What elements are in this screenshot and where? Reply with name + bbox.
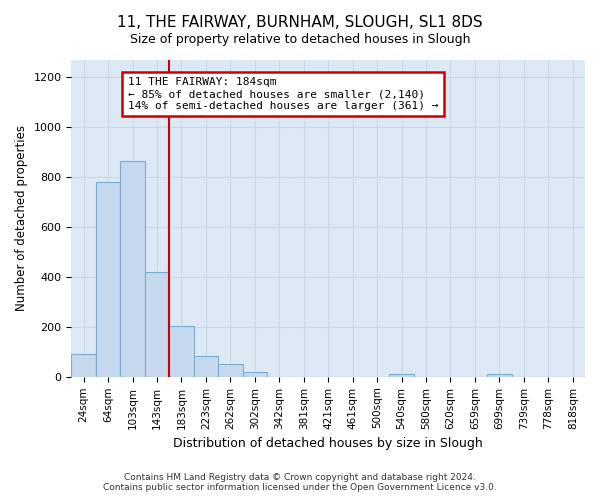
Bar bbox=[145, 272, 169, 377]
Y-axis label: Number of detached properties: Number of detached properties bbox=[15, 126, 28, 312]
Text: 11, THE FAIRWAY, BURNHAM, SLOUGH, SL1 8DS: 11, THE FAIRWAY, BURNHAM, SLOUGH, SL1 8D… bbox=[117, 15, 483, 30]
X-axis label: Distribution of detached houses by size in Slough: Distribution of detached houses by size … bbox=[173, 437, 483, 450]
Bar bbox=[169, 326, 194, 377]
Bar bbox=[389, 374, 414, 377]
Text: Contains HM Land Registry data © Crown copyright and database right 2024.
Contai: Contains HM Land Registry data © Crown c… bbox=[103, 473, 497, 492]
Bar bbox=[218, 364, 242, 377]
Bar bbox=[71, 354, 96, 377]
Text: Size of property relative to detached houses in Slough: Size of property relative to detached ho… bbox=[130, 32, 470, 46]
Bar bbox=[121, 161, 145, 377]
Bar bbox=[96, 182, 121, 377]
Text: 11 THE FAIRWAY: 184sqm
← 85% of detached houses are smaller (2,140)
14% of semi-: 11 THE FAIRWAY: 184sqm ← 85% of detached… bbox=[128, 78, 438, 110]
Bar bbox=[487, 374, 512, 377]
Bar bbox=[194, 356, 218, 377]
Bar bbox=[242, 372, 267, 377]
